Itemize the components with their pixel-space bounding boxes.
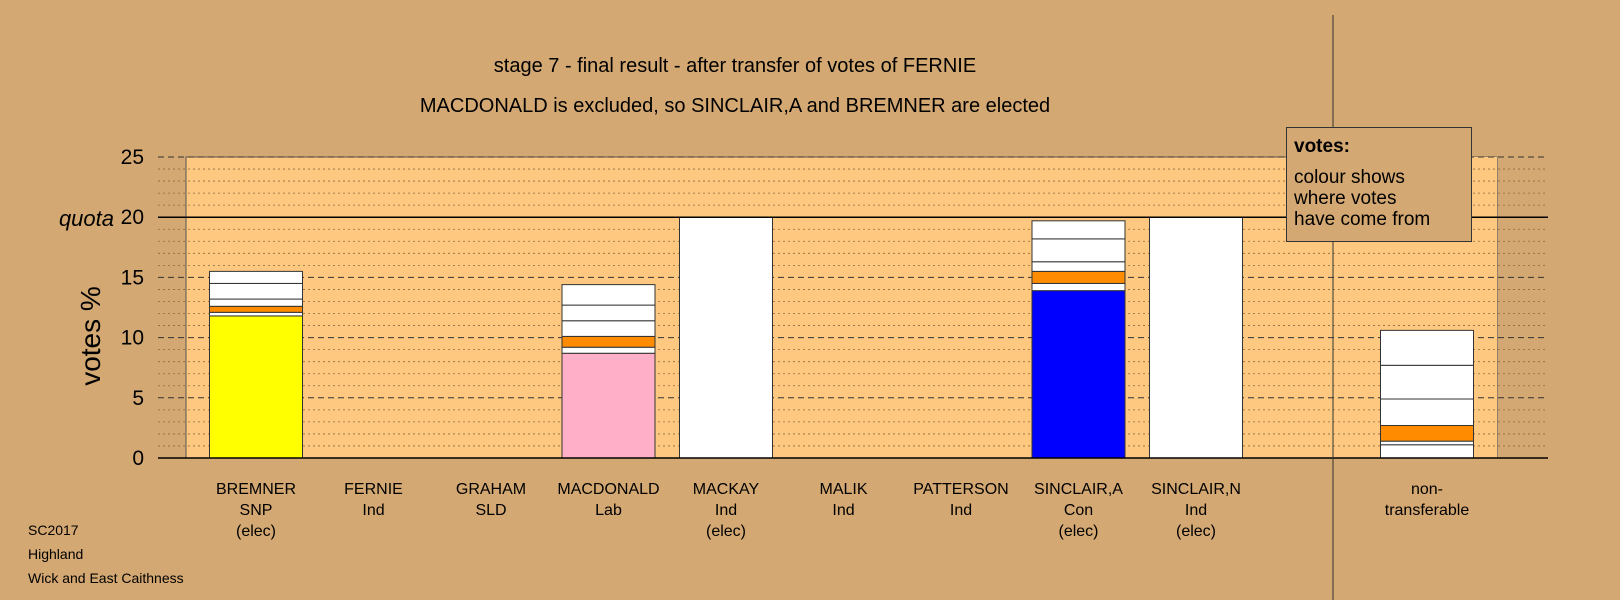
candidate-party-label: SNP — [240, 502, 273, 519]
nontransferable-label: transferable — [1385, 502, 1470, 519]
bars — [209, 216, 1474, 459]
y-tick-label: 0 — [132, 447, 144, 470]
candidate-status-label: (elec) — [706, 523, 746, 540]
chart-title: stage 7 - final result - after transfer … — [494, 55, 976, 77]
legend-box: votes: colour shows where votes have com… — [1286, 127, 1472, 242]
bar-bremner-segment — [209, 282, 303, 300]
candidate-party-label: Lab — [595, 502, 622, 519]
candidate-party-label: Ind — [1185, 502, 1207, 519]
bar-bremner-segment — [209, 305, 303, 313]
bar-nontransferable-segment — [1380, 364, 1474, 400]
bar-bremner-segment — [209, 311, 303, 317]
bar-macdonald-segment — [561, 352, 656, 459]
y-tick-label: 25 — [121, 146, 144, 169]
candidate-status-label: (elec) — [236, 523, 276, 540]
bar-nontransferable-segment — [1380, 329, 1474, 366]
bar-nontransferable-segment — [1380, 440, 1474, 446]
bar-macdonald-segment — [561, 335, 656, 348]
legend-title: votes: — [1294, 136, 1350, 157]
bar-macdonald-segment — [561, 346, 656, 354]
gridlines — [158, 156, 1548, 447]
candidate-party-label: Ind — [832, 502, 854, 519]
bar-sinclair-a-segment — [1031, 290, 1126, 459]
candidate-status-label: (elec) — [1176, 523, 1216, 540]
bar-sinclair-n-segment — [1149, 216, 1243, 459]
bar-sinclair-a-segment — [1031, 238, 1126, 263]
candidate-name-label: PATTERSON — [913, 481, 1008, 498]
legend-line: colour shows — [1294, 167, 1405, 188]
legend-line: have come from — [1294, 209, 1431, 230]
candidate-name-label: FERNIE — [344, 481, 403, 498]
candidate-status-label: (elec) — [1058, 523, 1098, 540]
nontransferable-label: non- — [1411, 481, 1443, 498]
candidate-name-label: MACKAY — [693, 481, 760, 498]
bar-sinclair-a-segment — [1031, 261, 1126, 272]
y-tick-label: 20 — [121, 206, 144, 229]
candidate-name-label: MACDONALD — [557, 481, 659, 498]
candidate-party-label: Con — [1064, 502, 1093, 519]
plot-background — [185, 156, 1498, 459]
candidate-party-label: SLD — [475, 502, 506, 519]
bar-nontransferable-segment — [1380, 444, 1474, 459]
chart-subtitle: MACDONALD is excluded, so SINCLAIR,A and… — [420, 95, 1050, 117]
legend-line: where votes — [1294, 188, 1397, 209]
candidate-name-label: SINCLAIR,N — [1151, 481, 1241, 498]
labels: BREMNER SNP (elec) FERNIE Ind GRAHAM SLD MACDON… — [121, 146, 1470, 540]
candidate-party-label: Ind — [362, 502, 384, 519]
quota-label: quota — [59, 206, 114, 231]
y-tick-label: 15 — [121, 266, 144, 289]
y-axis-label: votes % — [75, 286, 106, 386]
bar-macdonald-segment — [561, 320, 656, 337]
bar-bremner-segment — [209, 270, 303, 284]
bar-mackay-segment — [679, 216, 773, 459]
y-tick-label: 5 — [132, 387, 144, 410]
bar-sinclair-a-segment — [1031, 270, 1126, 284]
council-name: Highland — [28, 546, 84, 562]
bar-nontransferable-segment — [1380, 424, 1474, 442]
candidate-party-label: Ind — [715, 502, 737, 519]
bar-macdonald-segment — [561, 304, 656, 322]
candidate-name-label: BREMNER — [216, 481, 296, 498]
bar-bremner-segment — [209, 315, 303, 459]
y-tick-label: 10 — [121, 327, 144, 350]
bar-nontransferable-segment — [1380, 398, 1474, 426]
candidate-name-label: GRAHAM — [456, 481, 526, 498]
bar-bremner-segment — [209, 298, 303, 307]
bar-sinclair-a-segment — [1031, 282, 1126, 292]
candidate-name-label: SINCLAIR,A — [1034, 481, 1123, 498]
ward-name: Wick and East Caithness — [28, 570, 184, 586]
candidate-name-label: MALIK — [819, 481, 867, 498]
bar-macdonald-segment — [561, 284, 656, 306]
candidate-party-label: Ind — [950, 502, 972, 519]
bar-sinclair-a-segment — [1031, 220, 1126, 240]
election-code: SC2017 — [28, 522, 79, 538]
